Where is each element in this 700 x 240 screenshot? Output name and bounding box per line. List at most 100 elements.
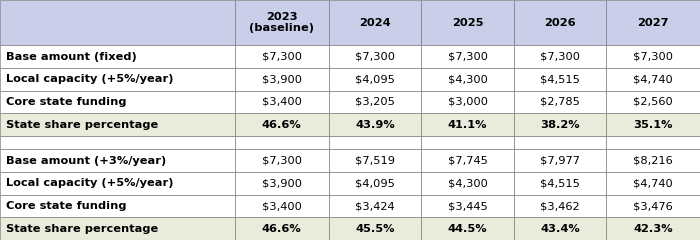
Bar <box>606 172 700 195</box>
Text: $4,740: $4,740 <box>634 178 673 188</box>
Text: $3,445: $3,445 <box>448 201 487 211</box>
Text: 2023
(baseline): 2023 (baseline) <box>249 12 314 33</box>
Bar <box>329 0 421 45</box>
Text: 38.2%: 38.2% <box>540 120 580 130</box>
Text: $4,300: $4,300 <box>448 178 487 188</box>
Text: 43.4%: 43.4% <box>540 224 580 234</box>
Bar <box>329 45 421 68</box>
Text: Base amount (fixed): Base amount (fixed) <box>6 52 136 62</box>
Text: 43.9%: 43.9% <box>356 120 395 130</box>
Text: $4,740: $4,740 <box>634 74 673 84</box>
Text: $3,476: $3,476 <box>634 201 673 211</box>
Bar <box>421 217 514 240</box>
Text: $7,300: $7,300 <box>540 52 580 62</box>
Bar <box>514 45 606 68</box>
Text: $4,095: $4,095 <box>356 74 395 84</box>
Bar <box>0 217 234 240</box>
Bar <box>234 172 329 195</box>
Text: $8,216: $8,216 <box>634 156 673 166</box>
Bar <box>514 136 606 150</box>
Bar <box>329 217 421 240</box>
Bar <box>606 90 700 113</box>
Bar <box>606 45 700 68</box>
Text: Local capacity (+5%/year): Local capacity (+5%/year) <box>6 178 173 188</box>
Text: $3,424: $3,424 <box>356 201 395 211</box>
Text: 45.5%: 45.5% <box>356 224 395 234</box>
Text: $3,900: $3,900 <box>262 74 302 84</box>
Bar <box>329 113 421 136</box>
Bar <box>329 150 421 172</box>
Bar <box>0 68 234 90</box>
Text: Base amount (+3%/year): Base amount (+3%/year) <box>6 156 166 166</box>
Bar <box>0 150 234 172</box>
Text: $3,400: $3,400 <box>262 97 302 107</box>
Text: $4,515: $4,515 <box>540 178 580 188</box>
Text: $4,515: $4,515 <box>540 74 580 84</box>
Bar <box>606 150 700 172</box>
Bar <box>234 113 329 136</box>
Text: $7,300: $7,300 <box>447 52 488 62</box>
Text: $4,095: $4,095 <box>356 178 395 188</box>
Bar <box>514 172 606 195</box>
Bar <box>606 217 700 240</box>
Bar <box>329 68 421 90</box>
Bar <box>421 0 514 45</box>
Bar <box>514 150 606 172</box>
Bar <box>514 195 606 217</box>
Text: 2024: 2024 <box>359 18 391 28</box>
Text: State share percentage: State share percentage <box>6 224 158 234</box>
Bar <box>421 90 514 113</box>
Text: 46.6%: 46.6% <box>262 224 302 234</box>
Bar <box>234 150 329 172</box>
Text: 41.1%: 41.1% <box>448 120 487 130</box>
Bar <box>234 45 329 68</box>
Text: $4,300: $4,300 <box>448 74 487 84</box>
Bar <box>0 45 234 68</box>
Bar <box>514 68 606 90</box>
Bar <box>606 113 700 136</box>
Bar <box>0 90 234 113</box>
Text: $7,977: $7,977 <box>540 156 580 166</box>
Bar <box>234 195 329 217</box>
Bar <box>329 136 421 150</box>
Bar <box>421 172 514 195</box>
Bar <box>234 136 329 150</box>
Text: State share percentage: State share percentage <box>6 120 158 130</box>
Text: 44.5%: 44.5% <box>448 224 487 234</box>
Bar <box>606 195 700 217</box>
Bar <box>421 113 514 136</box>
Bar <box>0 0 234 45</box>
Bar <box>606 68 700 90</box>
Bar <box>606 0 700 45</box>
Text: $3,462: $3,462 <box>540 201 580 211</box>
Bar <box>606 136 700 150</box>
Text: $7,519: $7,519 <box>355 156 395 166</box>
Text: 2027: 2027 <box>638 18 669 28</box>
Bar <box>514 113 606 136</box>
Bar <box>421 150 514 172</box>
Text: Local capacity (+5%/year): Local capacity (+5%/year) <box>6 74 173 84</box>
Bar <box>421 68 514 90</box>
Text: $3,900: $3,900 <box>262 178 302 188</box>
Bar <box>329 195 421 217</box>
Text: 2026: 2026 <box>544 18 576 28</box>
Bar <box>0 195 234 217</box>
Bar <box>0 172 234 195</box>
Text: Core state funding: Core state funding <box>6 201 126 211</box>
Bar <box>234 217 329 240</box>
Text: $7,300: $7,300 <box>262 52 302 62</box>
Bar <box>0 113 234 136</box>
Text: 35.1%: 35.1% <box>634 120 673 130</box>
Bar <box>234 68 329 90</box>
Text: 46.6%: 46.6% <box>262 120 302 130</box>
Text: $2,785: $2,785 <box>540 97 580 107</box>
Text: $7,300: $7,300 <box>633 52 673 62</box>
Bar <box>0 136 234 150</box>
Text: $3,205: $3,205 <box>356 97 395 107</box>
Text: $7,300: $7,300 <box>355 52 395 62</box>
Bar <box>514 217 606 240</box>
Bar <box>421 136 514 150</box>
Text: $7,745: $7,745 <box>448 156 487 166</box>
Text: $3,000: $3,000 <box>447 97 488 107</box>
Text: $2,560: $2,560 <box>634 97 673 107</box>
